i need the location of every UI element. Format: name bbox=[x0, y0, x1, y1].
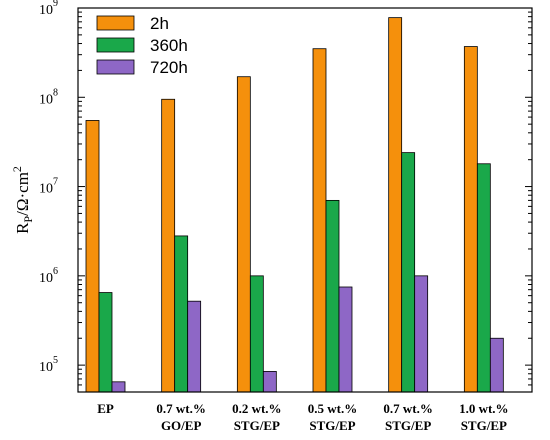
bar-720h-0 bbox=[111, 381, 126, 393]
y-tick-label: 109 bbox=[39, 0, 58, 18]
legend-label-2h: 2h bbox=[150, 14, 169, 33]
x-tick-label: STG/EP bbox=[309, 418, 355, 433]
bar-720h-1 bbox=[187, 300, 202, 393]
y-axis-ticks: 105 106 107 108 109 bbox=[39, 0, 532, 393]
bar-360h-1 bbox=[174, 235, 189, 393]
x-tick-label: STG/EP bbox=[385, 418, 431, 433]
bar-360h-5 bbox=[476, 163, 491, 393]
legend-label-360h: 360h bbox=[150, 36, 188, 55]
bar-720h-3 bbox=[338, 286, 353, 393]
bar-2h-2 bbox=[236, 76, 251, 393]
bar-2h-1 bbox=[161, 98, 176, 393]
x-tick-label: STG/EP bbox=[234, 418, 280, 433]
bar-2h-5 bbox=[463, 46, 478, 393]
y-tick-label: 106 bbox=[39, 266, 58, 286]
legend-swatch-360h bbox=[96, 37, 135, 53]
bar-720h-5 bbox=[489, 337, 504, 393]
legend-swatch-2h bbox=[96, 15, 135, 31]
x-tick-label: EP bbox=[97, 401, 114, 416]
x-tick-label: 0.5 wt.% bbox=[308, 401, 357, 416]
x-axis-categories: EP 0.7 wt.% GO/EP 0.2 wt.% STG/EP 0.5 wt.% STG… bbox=[97, 401, 508, 433]
bar-360h-4 bbox=[401, 152, 416, 393]
bar-2h-0 bbox=[85, 120, 100, 393]
bar-720h-2 bbox=[262, 371, 277, 393]
legend: 2h 360h 720h bbox=[96, 14, 188, 77]
bar-360h-0 bbox=[98, 292, 113, 393]
y-axis-label: RP/Ω·cm2 bbox=[10, 166, 35, 234]
plot-frame bbox=[77, 7, 533, 393]
bar-2h-3 bbox=[312, 48, 327, 393]
bar-360h-2 bbox=[249, 275, 264, 393]
y-tick-label: 107 bbox=[39, 177, 58, 197]
bar-2h-4 bbox=[388, 17, 403, 393]
y-tick-label: 105 bbox=[39, 355, 58, 375]
legend-swatch-720h bbox=[96, 59, 135, 75]
x-tick-label: 1.0 wt.% bbox=[459, 401, 508, 416]
y-tick-label: 108 bbox=[39, 87, 58, 107]
x-tick-label: 0.7 wt.% bbox=[156, 401, 205, 416]
x-tick-label: STG/EP bbox=[461, 418, 507, 433]
plot-area bbox=[77, 7, 533, 393]
bar-360h-3 bbox=[325, 199, 340, 393]
x-tick-label: GO/EP bbox=[161, 418, 202, 433]
bar-720h-4 bbox=[414, 275, 429, 393]
x-tick-label: 0.7 wt.% bbox=[383, 401, 432, 416]
x-tick-label: 0.2 wt.% bbox=[232, 401, 281, 416]
legend-label-720h: 720h bbox=[150, 58, 188, 77]
